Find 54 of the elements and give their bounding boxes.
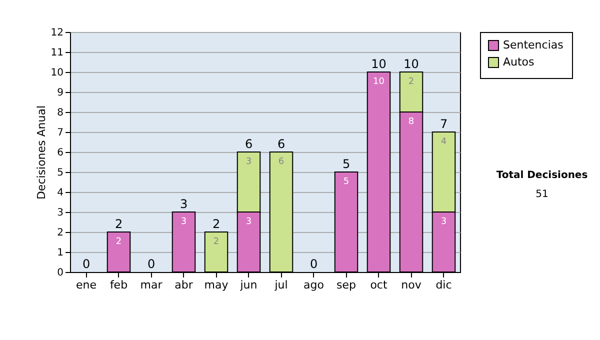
total-label: 0 <box>310 257 318 271</box>
total-label: 10 <box>404 57 419 71</box>
y-tick-label: 10 <box>50 68 64 78</box>
y-tick-label: 5 <box>57 168 64 178</box>
total-label: 2 <box>114 217 123 231</box>
legend-label: Sentencias <box>503 38 564 52</box>
y-tick-label: 11 <box>50 48 64 58</box>
y-tick-label: 8 <box>57 108 64 118</box>
data-label: 3 <box>440 217 447 227</box>
total-label: 7 <box>440 117 448 131</box>
total-label: 5 <box>342 157 350 171</box>
total-label: 6 <box>277 137 286 151</box>
total-label: 0 <box>82 257 90 271</box>
text: Total Decisiones <box>495 170 589 181</box>
data-label: 6 <box>278 157 284 167</box>
y-tick-label: 12 <box>50 28 64 38</box>
x-tick-label: abr <box>174 278 194 292</box>
y-tick-label: 9 <box>57 88 64 98</box>
total-label: 2 <box>212 217 220 231</box>
data-label: 2 <box>213 237 220 247</box>
text: 51 <box>534 189 550 200</box>
y-tick-label: 1 <box>57 248 64 258</box>
x-tick-label: jun <box>239 278 258 292</box>
total-label: 6 <box>244 137 253 151</box>
x-tick-label: ene <box>76 278 97 292</box>
total-label: 3 <box>180 197 188 211</box>
x-tick-label: jul <box>274 278 288 292</box>
data-label: 10 <box>373 77 385 87</box>
total-label: 0 <box>147 257 156 271</box>
data-label: 3 <box>246 157 252 167</box>
data-label: 2 <box>408 77 414 87</box>
y-axis-title: Decisiones Anual <box>34 105 48 200</box>
data-label: 3 <box>246 217 252 227</box>
y-tick-label: 3 <box>57 208 64 218</box>
data-label: 4 <box>440 137 447 147</box>
x-tick-label: may <box>204 278 229 292</box>
x-tick-label: feb <box>110 278 128 292</box>
legend-label: Autos <box>503 56 535 68</box>
data-label: 5 <box>343 177 350 187</box>
data-label: 8 <box>408 117 414 127</box>
x-tick-label: mar <box>140 278 163 292</box>
total-label: 10 <box>371 57 386 71</box>
data-label: 2 <box>116 237 122 247</box>
y-tick-label: 4 <box>57 188 64 198</box>
y-tick-label: 6 <box>57 148 64 158</box>
x-tick-label: sep <box>336 278 356 292</box>
x-tick-label: ago <box>304 278 324 292</box>
y-tick-label: 0 <box>57 268 64 278</box>
x-tick-label: oct <box>370 278 388 292</box>
x-tick-label: nov <box>401 278 422 292</box>
x-tick-label: dic <box>436 278 452 292</box>
y-tick-label: 7 <box>57 128 64 138</box>
y-tick-label: 2 <box>57 228 64 238</box>
data-label: 3 <box>180 217 187 227</box>
